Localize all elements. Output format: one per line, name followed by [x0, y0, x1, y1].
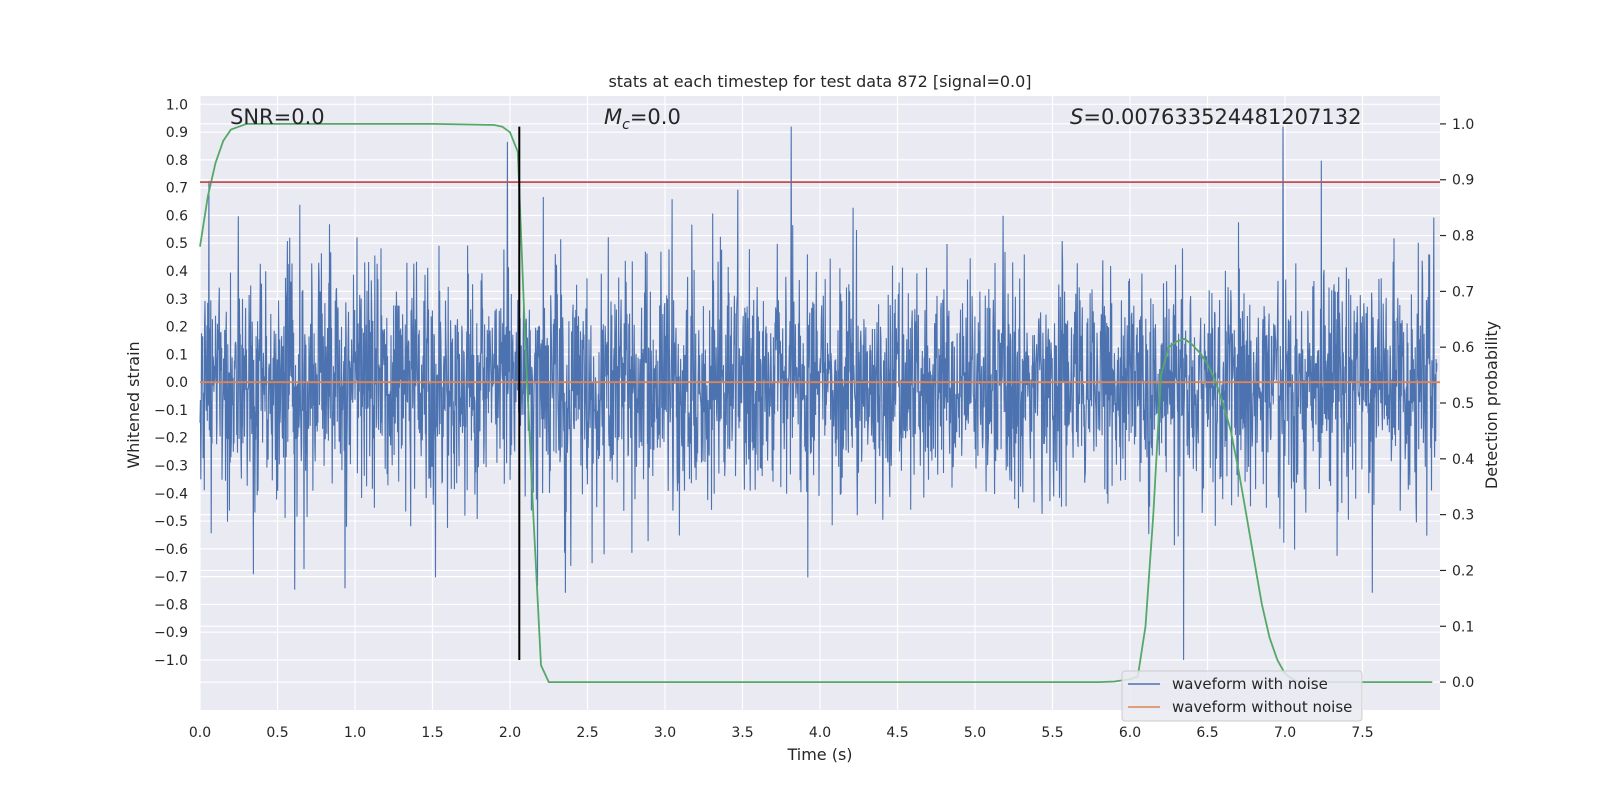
y-tick-label: −1.0 [154, 653, 188, 669]
y2-tick-label: 0.4 [1452, 452, 1474, 468]
y-tick-label: −0.1 [154, 403, 188, 419]
y2-tick-label: 0.7 [1452, 284, 1474, 300]
y-tick-label: 0.4 [166, 264, 188, 280]
x-tick-label: 5.0 [964, 725, 986, 741]
x-tick-label: 2.5 [576, 725, 598, 741]
chart-title: stats at each timestep for test data 872… [608, 72, 1031, 91]
y-tick-label: 0.7 [166, 181, 188, 197]
legend-label-noise: waveform with noise [1172, 675, 1328, 693]
y-axis-label: Whitened strain [124, 341, 143, 468]
y-tick-label: 1.0 [166, 97, 188, 113]
y2-tick-label: 0.2 [1452, 563, 1474, 579]
y2-axis-ticks: 1.0 0.9 0.8 0.7 0.6 0.5 0.4 0.3 0.2 0.1 0.0 [1440, 117, 1474, 691]
y-tick-label: 0.0 [166, 375, 188, 391]
x-tick-label: 7.5 [1351, 725, 1373, 741]
y2-axis-label: Detection probability [1482, 321, 1501, 489]
chirp-mass-symbol: M [604, 105, 622, 129]
x-tick-label: 5.5 [1041, 725, 1063, 741]
s-annotation: S=0.007633524481207132 [1070, 105, 1361, 129]
y2-tick-label: 1.0 [1452, 117, 1474, 133]
series-waveform-with-noise [199, 126, 1438, 661]
y-tick-label: −0.7 [154, 570, 188, 586]
waveform-with-noise-line [199, 126, 1438, 661]
x-tick-label: 3.5 [731, 725, 753, 741]
x-tick-label: 3.0 [654, 725, 676, 741]
x-tick-label: 6.5 [1196, 725, 1218, 741]
snr-annotation: SNR=0.0 [230, 105, 325, 129]
x-axis-label: Time (s) [786, 745, 852, 764]
y-tick-label: 0.3 [166, 292, 188, 308]
chirp-mass-annotation: Mc=0.0 [604, 105, 681, 133]
y2-tick-label: 0.5 [1452, 396, 1474, 412]
y-tick-label: −0.9 [154, 625, 188, 641]
y-tick-label: 0.9 [166, 125, 188, 141]
chirp-mass-subscript: c [622, 117, 630, 133]
y-tick-label: 0.8 [166, 153, 188, 169]
chirp-mass-value: =0.0 [630, 105, 681, 129]
y2-tick-label: 0.1 [1452, 619, 1474, 635]
y-axis-ticks: 1.0 0.9 0.8 0.7 0.6 0.5 0.4 0.3 0.2 0.1 0.0 −0.1 −0.… [154, 97, 188, 669]
y2-tick-label: 0.9 [1452, 173, 1474, 189]
y-tick-label: −0.6 [154, 542, 188, 558]
y2-tick-label: 0.8 [1452, 229, 1474, 245]
y-tick-label: 0.5 [166, 236, 188, 252]
y-tick-label: 0.2 [166, 320, 188, 336]
y-tick-label: −0.8 [154, 597, 188, 613]
x-tick-label: 4.0 [809, 725, 831, 741]
x-tick-label: 1.0 [344, 725, 366, 741]
x-tick-label: 2.0 [499, 725, 521, 741]
x-tick-label: 0.0 [189, 725, 211, 741]
y-tick-label: −0.4 [154, 486, 188, 502]
legend-label-clean: waveform without noise [1172, 698, 1352, 716]
y2-tick-label: 0.6 [1452, 340, 1474, 356]
y-tick-label: 0.6 [166, 208, 188, 224]
y-tick-label: 0.1 [166, 347, 188, 363]
x-tick-label: 4.5 [886, 725, 908, 741]
s-symbol: S [1070, 105, 1083, 129]
y-tick-label: −0.5 [154, 514, 188, 530]
legend-box [1121, 670, 1363, 722]
y2-tick-label: 0.3 [1452, 508, 1474, 524]
x-axis-ticks: 0.0 0.5 1.0 1.5 2.0 2.5 3.0 3.5 4.0 4.5 5.0 5.5 6.0 6… [189, 725, 1374, 741]
y-tick-label: −0.2 [154, 431, 188, 447]
y-tick-label: −0.3 [154, 459, 188, 475]
x-tick-label: 0.5 [266, 725, 288, 741]
y2-tick-label: 0.0 [1452, 675, 1474, 691]
x-tick-label: 6.0 [1119, 725, 1141, 741]
legend: waveform with noise waveform without noi… [1121, 670, 1363, 722]
s-value: =0.007633524481207132 [1083, 105, 1361, 129]
x-tick-label: 7.0 [1274, 725, 1296, 741]
x-tick-label: 1.5 [421, 725, 443, 741]
